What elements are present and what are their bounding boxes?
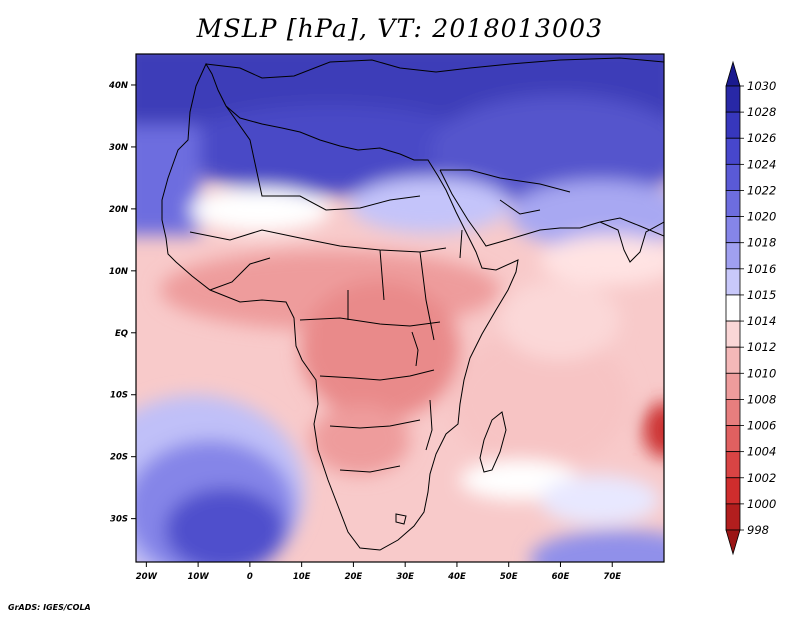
colorbar-swatch [725, 320, 741, 348]
colorbar-label: 1026 [747, 131, 776, 145]
map-title: MSLP [hPa], VT: 2018013003 [196, 14, 604, 43]
colorbar-swatch [725, 190, 741, 217]
lat-tick-label: EQ [115, 329, 128, 339]
colorbar-label: 1015 [747, 288, 776, 302]
lat-tick-label: 40N [108, 81, 128, 91]
colorbar-label: 1014 [747, 314, 776, 328]
lon-tick-label: 10W [188, 572, 210, 582]
colorbar-swatch [725, 242, 741, 270]
lon-tick-label: 20W [136, 572, 158, 582]
lon-tick-label: 0 [247, 572, 253, 582]
lon-tick-label: 30E [396, 572, 414, 582]
lon-tick-label: 50E [500, 572, 518, 582]
colorbar-label: 1004 [747, 445, 776, 459]
colorbar-swatch [725, 85, 741, 113]
colorbar-swatch [725, 216, 741, 244]
colorbar-swatch [725, 425, 741, 453]
colorbar-label: 1022 [747, 183, 776, 197]
lat-tick-label: 30N [109, 143, 128, 153]
map-frame [135, 53, 665, 563]
colorbar-label: 1018 [747, 236, 776, 250]
colorbar-swatch [725, 163, 741, 191]
coastlines [161, 57, 664, 551]
colorbar-swatch [725, 451, 741, 479]
colorbar-swatch [725, 137, 741, 165]
colorbar-label: 1008 [747, 392, 776, 406]
colorbar-top-arrow [725, 60, 741, 87]
lon-tick-label: 60E [552, 572, 570, 582]
colorbar-swatch [725, 477, 741, 505]
lon-tick-label: 20E [345, 572, 363, 582]
colorbar-label: 1020 [747, 210, 776, 224]
colorbar-swatch [725, 503, 741, 531]
colorbar-label: 998 [747, 523, 769, 537]
colorbar-label: 1000 [747, 497, 776, 511]
lat-tick-label: 20S [110, 453, 128, 463]
colorbar: 1030 1028 1026 1024 1022 1020 1018 1016 1015 1014… [725, 60, 776, 556]
pressure-field [136, 54, 664, 562]
lat-tick-label: 20N [109, 205, 128, 215]
colorbar-swatch [725, 294, 741, 322]
lat-tick-label: 10S [110, 391, 128, 401]
lon-tick-label: 70E [603, 572, 621, 582]
colorbar-swatch [725, 111, 741, 139]
colorbar-label: 1028 [747, 105, 776, 119]
lat-tick-label: 30S [110, 515, 128, 525]
colorbar-label: 1030 [747, 79, 776, 93]
colorbar-label: 1006 [747, 419, 776, 433]
colorbar-label: 1002 [747, 471, 776, 485]
colorbar-bottom-arrow [725, 529, 741, 556]
axes: 20W 10W 0 10E 20E 30E 40E 50E 60E 70E 40N 30N 20N 10N… [108, 81, 621, 582]
lon-tick-label: 10E [293, 572, 311, 582]
colorbar-label: 1012 [747, 340, 776, 354]
colorbar-label: 1024 [747, 157, 776, 171]
lat-tick-label: 10N [109, 267, 128, 277]
colorbar-swatch [725, 372, 741, 400]
colorbar-label: 1010 [747, 366, 776, 380]
colorbar-swatch [725, 268, 741, 296]
colorbar-swatch [725, 399, 741, 426]
colorbar-label: 1016 [747, 262, 776, 276]
grads-credit: GrADS: IGES/COLA [8, 603, 91, 612]
lon-tick-label: 40E [447, 572, 466, 582]
colorbar-swatch [725, 346, 741, 374]
